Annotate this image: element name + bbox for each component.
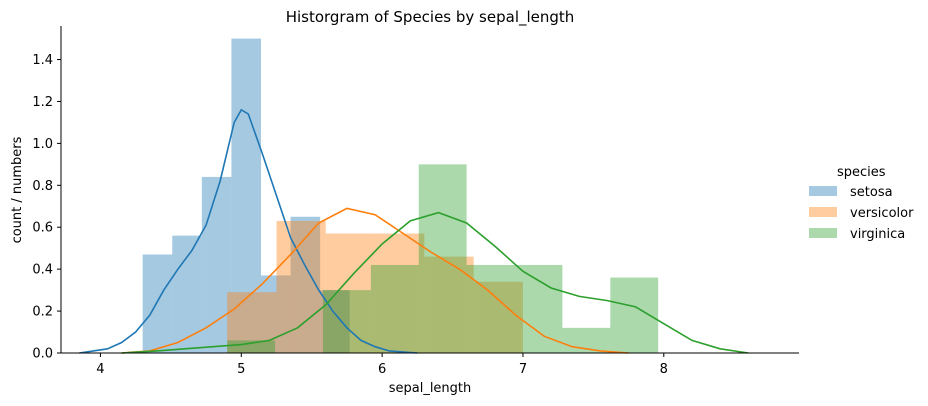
bar-setosa-3 [231, 38, 261, 353]
legend-label-versicolor: versicolor [850, 206, 914, 221]
legend-swatch-versicolor [809, 207, 837, 217]
bar-versicolor-3 [375, 233, 425, 353]
histogram-bars [142, 38, 659, 353]
legend-label-virginica: virginica [850, 227, 905, 242]
bar-virginica-2 [370, 264, 419, 353]
legend-items: setosa versicolor virginica [809, 185, 914, 242]
y-tick-label-2: 0.4 [32, 263, 53, 278]
bar-virginica-1 [322, 290, 371, 353]
legend: species setosa versicolor virginica [809, 165, 914, 242]
legend-title: species [837, 165, 886, 180]
y-tick-label-3: 0.6 [32, 221, 53, 236]
x-tick-label-3: 7 [519, 362, 527, 377]
bar-virginica-4 [466, 264, 515, 353]
x-tick-label-2: 6 [378, 362, 386, 377]
bar-versicolor-5 [473, 281, 523, 353]
y-tick-label-0: 0.0 [32, 347, 53, 362]
legend-label-setosa: setosa [850, 185, 893, 200]
x-tick-label-4: 8 [660, 362, 668, 377]
y-axis-ticks: 0.0 0.2 0.4 0.6 0.8 1.0 1.2 1.4 [32, 53, 61, 362]
bar-setosa-0 [142, 254, 173, 353]
y-tick-label-5: 1.0 [32, 137, 53, 152]
x-tick-label-0: 4 [96, 362, 104, 377]
x-axis-label: sepal_length [389, 381, 472, 396]
kde-line-virginica [121, 211, 749, 354]
y-tick-label-1: 0.2 [32, 305, 53, 320]
bar-virginica-0 [227, 340, 276, 353]
y-axis-label: count / numbers [10, 136, 25, 243]
legend-swatch-setosa [809, 186, 837, 196]
y-tick-label-4: 0.8 [32, 179, 53, 194]
kde-line-setosa [79, 108, 418, 354]
x-axis-ticks: 4 5 6 7 8 [96, 353, 668, 377]
bar-versicolor-2 [325, 233, 376, 353]
kde-line-versicolor [121, 207, 629, 354]
chart-title: Historgram of Species by sepal_length [286, 8, 575, 27]
x-tick-label-1: 5 [237, 362, 245, 377]
bar-setosa-1 [172, 235, 202, 353]
y-tick-label-6: 1.2 [32, 95, 53, 110]
y-tick-label-7: 1.4 [32, 53, 53, 68]
bar-setosa-2 [201, 176, 232, 353]
bar-setosa-4 [260, 275, 291, 353]
legend-swatch-virginica [809, 228, 837, 238]
kde-lines [79, 108, 749, 354]
